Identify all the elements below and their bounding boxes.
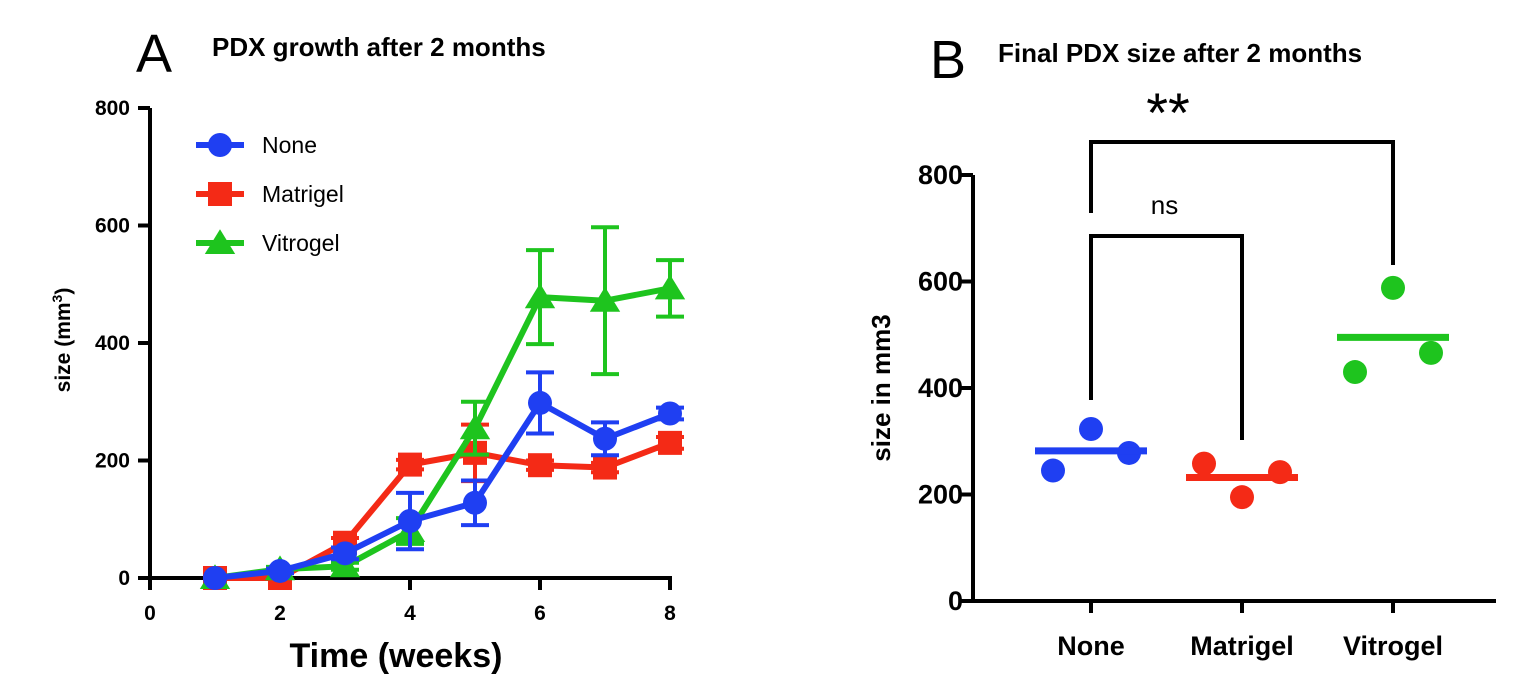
data-point: [1343, 360, 1367, 385]
legend-marker: [208, 182, 232, 206]
panel-a-ticks: 0 200 400 600 800 0 2 4 6 8: [95, 97, 676, 625]
data-point: [268, 558, 292, 583]
series-vitrogel: [199, 225, 686, 590]
data-point: [654, 274, 686, 300]
panel-a-x-axis-label: Time (weeks): [290, 637, 503, 675]
bracket-line: [1089, 234, 1244, 440]
panel-b-axes: [971, 175, 1496, 603]
panel-a-y-axis-label: size (mm3): [49, 288, 75, 393]
data-point: [593, 426, 617, 451]
panel-b-y-tick-label: 200: [918, 480, 963, 510]
significance-label: ns: [1151, 190, 1178, 220]
data-point: [1079, 417, 1103, 442]
data-point: [1192, 451, 1216, 476]
panel-a-series: [199, 225, 686, 590]
panel-b-significance: ** ns: [1089, 81, 1395, 440]
panel-b-x-tick-label: Matrigel: [1190, 631, 1294, 661]
panel-a-y-tick-label: 200: [95, 450, 130, 473]
group-matrigel: [1186, 451, 1298, 510]
panel-a-y-tick-label: 0: [118, 567, 130, 590]
bracket-line: [1089, 140, 1395, 265]
panel-a-y-tick-label: 400: [95, 332, 130, 355]
data-point: [1041, 458, 1065, 483]
panel-a-title: PDX growth after 2 months: [212, 32, 546, 62]
panel-b-y-tick-label: 800: [918, 160, 963, 190]
data-point: [658, 401, 682, 426]
panel-a-x-tick-label: 8: [664, 602, 676, 625]
data-point: [658, 430, 682, 455]
data-point: [1381, 275, 1405, 300]
data-point: [203, 566, 227, 590]
data-point: [593, 455, 617, 480]
data-point: [524, 283, 556, 309]
panel-a-legend: None Matrigel Vitrogel: [196, 132, 344, 256]
panel-b-ticks: 0 200 400 600 800 None Matrigel Vitrogel: [918, 160, 1443, 661]
panel-b-y-tick-label: 600: [918, 267, 963, 297]
data-point: [528, 453, 552, 478]
legend-item-vitrogel: Vitrogel: [196, 229, 340, 256]
data-point: [528, 390, 552, 415]
legend-marker: [204, 229, 236, 255]
series-none: [203, 370, 684, 590]
legend-item-none: None: [196, 132, 317, 158]
panel-a-x-tick-label: 0: [144, 602, 156, 625]
panel-b-title: Final PDX size after 2 months: [998, 38, 1362, 68]
panel-b-y-tick-label: 0: [948, 586, 963, 616]
group-none: [1035, 417, 1147, 483]
significance-label: **: [1146, 81, 1190, 144]
panel-b-x-tick-label: None: [1057, 631, 1125, 661]
panel-a: A PDX growth after 2 months 020040060080…: [49, 24, 686, 675]
panel-b: B Final PDX size after 2 months 0 200 400 6…: [866, 30, 1496, 661]
bracket-none-matrigel: ns: [1089, 190, 1244, 440]
group-vitrogel: [1337, 275, 1449, 385]
panel-a-x-tick-label: 4: [404, 602, 416, 625]
panel-b-y-tick-label: 400: [918, 373, 963, 403]
legend-label: Vitrogel: [262, 230, 340, 256]
panel-b-points: [1035, 275, 1449, 510]
panel-a-y-tick-label: 800: [95, 97, 130, 120]
data-point: [1419, 340, 1443, 365]
legend-label: None: [262, 132, 317, 158]
legend-label: Matrigel: [262, 181, 344, 207]
panel-letter-b: B: [930, 30, 966, 90]
panel-b-x-tick-label: Vitrogel: [1343, 631, 1443, 661]
data-point: [333, 541, 357, 566]
panel-a-x-tick-label: 6: [534, 602, 546, 625]
bracket-none-vitrogel: **: [1089, 81, 1395, 265]
data-point: [1230, 485, 1254, 510]
data-point: [463, 490, 487, 515]
panel-b-y-axis-label: size in mm3: [866, 314, 896, 461]
legend-marker: [208, 133, 232, 157]
data-point: [589, 286, 621, 312]
legend-item-matrigel: Matrigel: [196, 181, 344, 207]
data-point: [398, 452, 422, 477]
panel-letter-a: A: [136, 24, 172, 84]
panel-a-x-tick-label: 2: [274, 602, 286, 625]
data-point: [398, 509, 422, 534]
data-point: [459, 414, 491, 440]
panel-a-y-tick-label: 600: [95, 215, 130, 238]
